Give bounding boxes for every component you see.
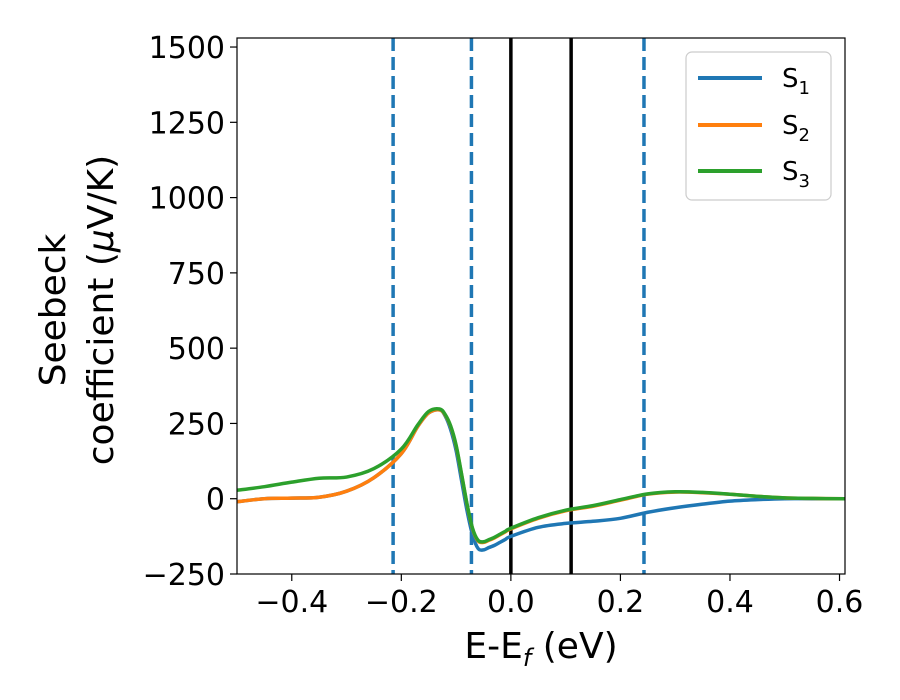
x-tick-label: 0.4 <box>706 585 754 620</box>
y-tick-label: 500 <box>168 332 225 367</box>
x-tick-label: 0.0 <box>487 585 535 620</box>
y-tick-label: 1000 <box>149 182 225 217</box>
plot-frame <box>236 37 846 575</box>
x-tick-label: 0.6 <box>816 585 864 620</box>
y-tick-label: 0 <box>206 483 225 518</box>
y-axis-label-unit: V/K) <box>81 155 122 229</box>
y-axis-label-text: coefficient ( <box>81 252 122 465</box>
legend-label-s1: S1 <box>782 64 810 99</box>
x-axis-label-main: E-E <box>464 626 522 667</box>
y-axis-label-mu: μ <box>81 229 122 253</box>
y-axis-label-line2: coefficient (μV/K) <box>81 155 122 465</box>
y-tick-label: 1500 <box>149 31 225 66</box>
y-axis-label-line1: Seebeck <box>33 233 74 386</box>
y-axis-label: Seebeck coefficient (μV/K) <box>33 155 122 465</box>
x-axis-ticks: −0.4 −0.2 0.0 0.2 0.4 0.6 <box>255 574 863 620</box>
y-axis-ticks: −250 0 250 500 750 1000 1250 1500 <box>143 31 237 593</box>
y-tick-label: 750 <box>168 257 225 292</box>
y-tick-label: −250 <box>143 558 225 593</box>
vertical-lines <box>391 38 646 574</box>
x-tick-label: 0.2 <box>597 585 645 620</box>
legend-label-s2: S2 <box>782 111 810 146</box>
y-tick-label: 250 <box>168 407 225 442</box>
x-tick-label: −0.2 <box>365 585 438 620</box>
x-axis-label-unit: (eV) <box>531 626 617 667</box>
x-axis-label: E-Ef (eV) <box>464 626 617 672</box>
series-line-s3 <box>236 407 846 544</box>
legend: S1 S2 S3 <box>685 51 832 201</box>
legend-label-s3: S3 <box>782 157 810 192</box>
x-tick-label: −0.4 <box>255 585 328 620</box>
y-tick-label: 1250 <box>149 106 225 141</box>
series-lines <box>236 407 846 552</box>
